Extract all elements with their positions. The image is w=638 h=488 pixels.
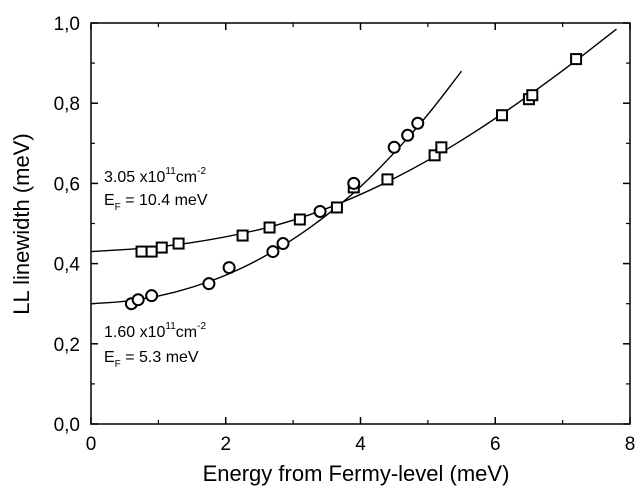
y-axis-title: LL linewidth (meV)	[9, 133, 34, 314]
square-marker	[145, 245, 158, 258]
circle-marker	[401, 128, 415, 142]
square-marker	[526, 89, 539, 102]
x-tick-label: 2	[220, 434, 231, 455]
y-tick-label: 0,8	[54, 94, 80, 115]
square-marker	[381, 173, 394, 186]
y-tick-label: 0,4	[54, 255, 81, 276]
circle-marker	[347, 176, 361, 190]
circle-marker	[202, 277, 216, 291]
plot-area	[90, 22, 631, 425]
x-tick-label: 6	[490, 434, 501, 455]
x-tick-label: 4	[355, 434, 366, 455]
circle-marker	[313, 204, 327, 218]
fit-curve-square	[90, 28, 617, 253]
circle-marker	[131, 293, 145, 307]
y-tick-label: 1,0	[54, 14, 80, 35]
annotation-density-high: 3.05 x1011cm-2	[104, 166, 206, 186]
annotation-fermi-high: EF = 10.4 meV	[104, 192, 208, 213]
annotation-density-low: 1.60 x1011cm-2	[104, 321, 206, 341]
square-marker	[172, 237, 185, 250]
y-tick-label: 0,6	[54, 174, 80, 195]
fit-curve-circle	[90, 70, 463, 305]
square-marker	[155, 241, 168, 254]
circle-marker	[145, 289, 159, 303]
circle-marker	[387, 140, 401, 154]
circle-marker	[266, 245, 280, 259]
x-tick-label: 8	[625, 434, 636, 455]
x-axis-title: Energy from Fermy-level (meV)	[203, 461, 510, 486]
x-tick-label: 0	[86, 434, 97, 455]
circle-marker	[411, 116, 425, 130]
square-marker	[293, 213, 306, 226]
circle-marker	[276, 237, 290, 251]
square-marker	[236, 229, 249, 242]
square-marker	[135, 245, 148, 258]
tick-labels: 0 2 4 6 8 0,0 0,2 0,4 0,6 0,8 1,0	[54, 14, 636, 455]
square-marker	[428, 149, 441, 162]
y-tick-label: 0,2	[54, 335, 80, 356]
annotation-fermi-low: EF = 5.3 meV	[104, 349, 199, 370]
data-markers	[124, 53, 583, 311]
circle-marker	[222, 261, 236, 275]
square-marker	[495, 109, 508, 122]
square-marker	[435, 141, 448, 154]
square-marker	[330, 201, 343, 214]
square-marker	[263, 221, 276, 234]
y-tick-label: 0,0	[54, 415, 80, 436]
square-marker	[570, 53, 583, 66]
